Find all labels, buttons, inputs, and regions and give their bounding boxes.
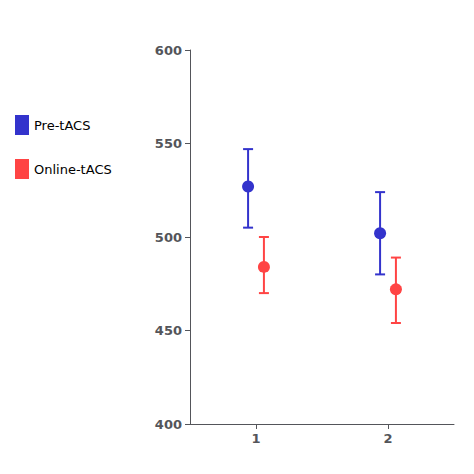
svg-text:2: 2 <box>383 431 392 446</box>
svg-text:Pre-tACS: Pre-tACS <box>34 118 90 133</box>
svg-text:550: 550 <box>155 136 182 151</box>
svg-text:450: 450 <box>155 323 182 338</box>
svg-text:400: 400 <box>155 417 182 432</box>
svg-text:Online-tACS: Online-tACS <box>34 162 112 177</box>
svg-text:500: 500 <box>155 230 182 245</box>
svg-text:600: 600 <box>155 43 182 58</box>
svg-text:1: 1 <box>251 431 260 446</box>
